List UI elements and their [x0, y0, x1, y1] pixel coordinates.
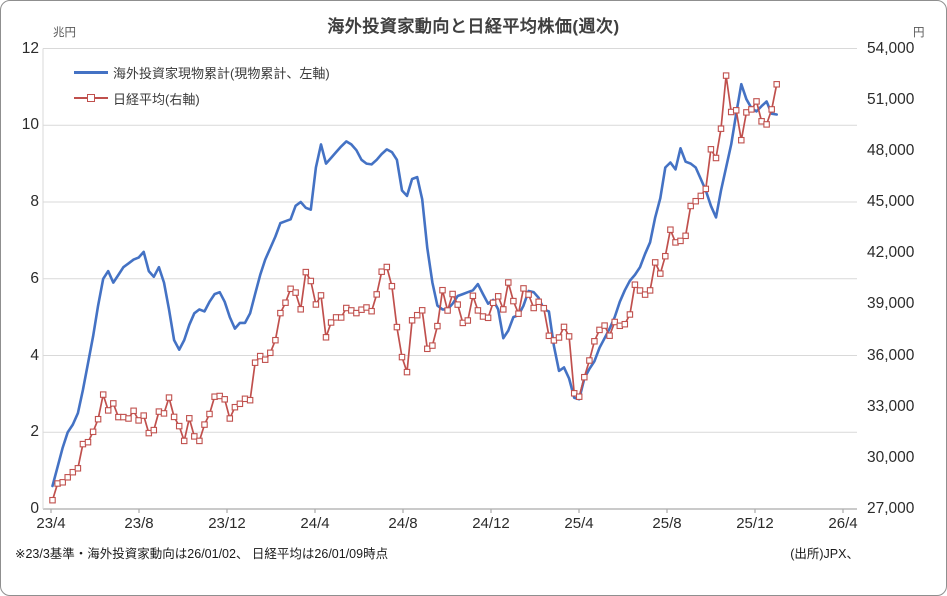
right-axis-tick-label: 27,000: [867, 500, 915, 517]
x-axis-tick-label: 26/4: [828, 515, 858, 532]
legend-label-nikkei: 日経平均(右軸): [113, 91, 200, 107]
x-axis-tick-label: 23/12: [208, 515, 246, 532]
left-axis-unit-label: 兆円: [53, 27, 76, 39]
chart-title: 海外投資家動向と日経平均株価(週次): [327, 17, 620, 36]
blue-line-swatch-icon: [74, 70, 108, 74]
open-square-marker-icon: [87, 94, 95, 102]
left-axis-tick-label: 12: [21, 39, 39, 57]
right-axis-tick-label: 39,000: [867, 295, 915, 313]
right-axis-tick-label: 42,000: [867, 244, 915, 262]
right-axis-tick-label: 54,000: [867, 39, 915, 57]
left-axis-tick-label: 2: [30, 423, 39, 441]
x-axis-tick-label: 24/8: [388, 515, 418, 532]
right-axis-tick-label: 45,000: [867, 193, 915, 210]
legend-label-foreign-investors: 海外投資家現物累計(現物累計、左軸): [113, 65, 330, 81]
footnote: ※23/3基準・海外投資家動向は26/01/02、 日経平均は26/01/09時…: [15, 547, 389, 561]
x-axis-tick-label: 25/12: [736, 515, 774, 532]
left-axis-tick-label: 0: [30, 500, 39, 517]
x-axis-tick-label: 25/4: [564, 515, 594, 532]
left-axis-tick-label: 4: [30, 346, 39, 364]
x-axis-tick-label: 23/4: [36, 515, 66, 532]
x-axis-tick-label: 24/4: [300, 515, 330, 532]
legend-item-nikkei: 日経平均(右軸): [74, 85, 330, 111]
legend: 海外投資家現物累計(現物累計、左軸) 日経平均(右軸): [74, 59, 330, 111]
x-axis-tick-label: 23/8: [124, 515, 154, 532]
x-axis-tick-label: 24/12: [472, 515, 510, 532]
red-line-swatch-icon: [74, 94, 108, 102]
left-axis-tick-label: 6: [30, 269, 39, 287]
right-axis-tick-label: 30,000: [867, 448, 915, 466]
x-axis-tick-label: 25/8: [652, 515, 682, 532]
right-axis-tick-label: 48,000: [867, 141, 915, 159]
left-axis-tick-label: 8: [30, 193, 39, 210]
legend-item-foreign-investors: 海外投資家現物累計(現物累計、左軸): [74, 59, 330, 85]
left-axis-tick-label: 10: [21, 116, 39, 134]
right-axis-tick-label: 33,000: [867, 397, 915, 415]
right-axis-unit-label: 円: [913, 27, 925, 39]
right-axis-tick-label: 51,000: [867, 90, 915, 108]
source-credit: (出所)JPX、: [790, 547, 859, 561]
right-axis-tick-label: 36,000: [867, 346, 915, 364]
